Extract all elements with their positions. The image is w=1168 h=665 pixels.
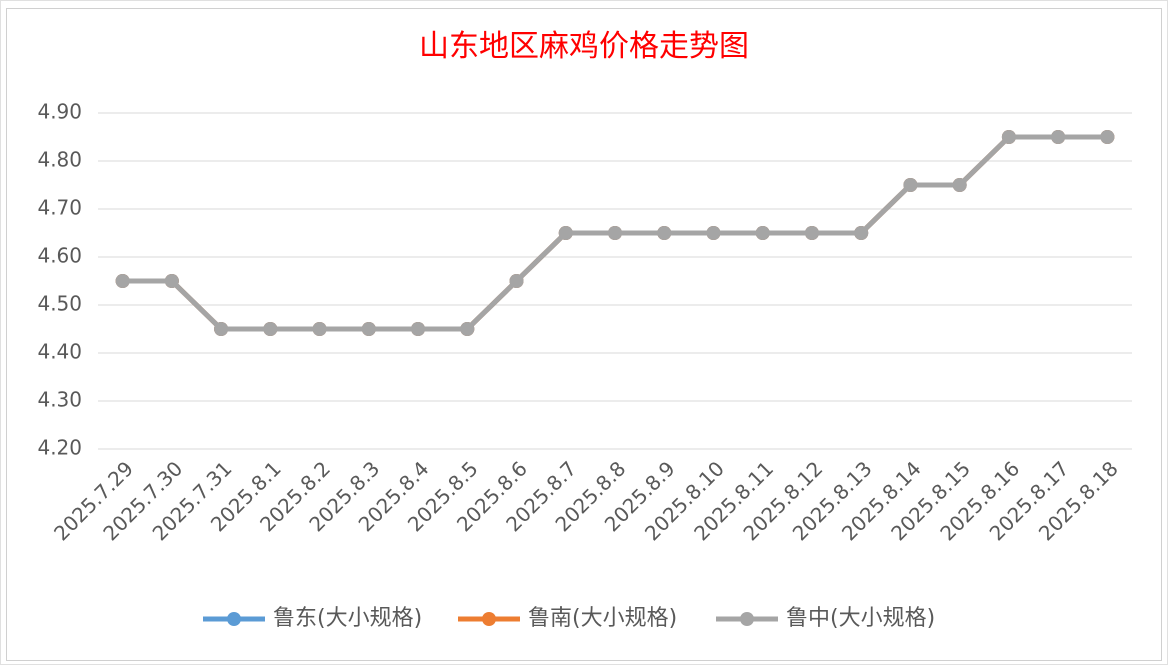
legend-label: 鲁东(大小规格) bbox=[273, 606, 422, 631]
point bbox=[558, 226, 573, 240]
point bbox=[657, 226, 672, 240]
chart-title: 山东地区麻鸡价格走势图 bbox=[419, 29, 749, 64]
legend-marker bbox=[740, 612, 754, 626]
point bbox=[608, 226, 622, 240]
y-tick-label: 4.30 bbox=[37, 388, 82, 412]
y-tick-label: 4.20 bbox=[37, 436, 82, 460]
point bbox=[706, 226, 721, 240]
point bbox=[1001, 130, 1016, 144]
point bbox=[755, 226, 770, 240]
point bbox=[1051, 130, 1066, 144]
y-tick-label: 4.80 bbox=[37, 148, 82, 172]
point bbox=[854, 226, 869, 240]
point bbox=[903, 178, 918, 192]
point bbox=[804, 226, 819, 240]
point bbox=[361, 322, 376, 336]
point bbox=[952, 178, 967, 192]
legend-marker bbox=[482, 612, 496, 626]
y-tick-label: 4.40 bbox=[37, 340, 82, 364]
y-tick-label: 4.60 bbox=[37, 244, 82, 268]
y-tick-label: 4.70 bbox=[37, 196, 82, 220]
point bbox=[263, 322, 278, 336]
legend-label: 鲁中(大小规格) bbox=[786, 606, 935, 631]
y-tick-label: 4.50 bbox=[37, 292, 82, 316]
chart-border bbox=[6, 8, 1162, 661]
y-tick-label: 4.90 bbox=[37, 100, 82, 124]
point bbox=[214, 322, 229, 336]
point bbox=[509, 274, 524, 288]
legend-label: 鲁南(大小规格) bbox=[528, 606, 677, 631]
point bbox=[164, 274, 179, 288]
point bbox=[1100, 130, 1115, 144]
point bbox=[312, 322, 327, 336]
legend-marker bbox=[227, 612, 241, 626]
point bbox=[115, 274, 130, 288]
point bbox=[460, 322, 475, 336]
point bbox=[411, 322, 426, 336]
